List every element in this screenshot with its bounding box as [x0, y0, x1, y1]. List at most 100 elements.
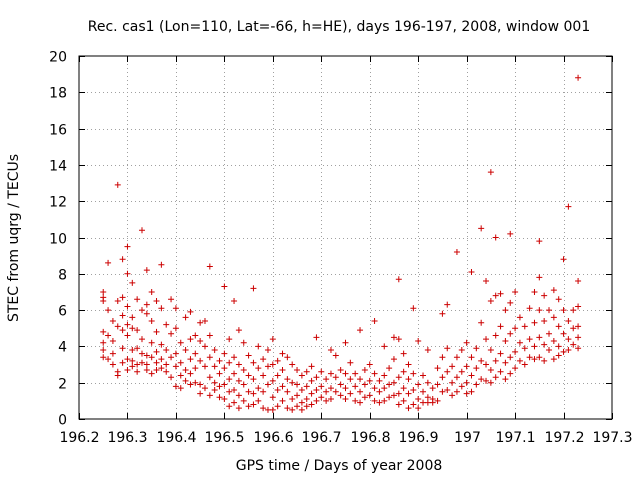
data-point: [172, 325, 179, 332]
data-point: [124, 332, 131, 339]
data-point: [376, 399, 383, 406]
data-point: [143, 352, 150, 359]
data-point: [487, 379, 494, 386]
data-point: [269, 394, 276, 401]
data-point: [168, 374, 175, 381]
data-point: [487, 366, 494, 373]
data-point: [114, 372, 121, 379]
data-point: [361, 381, 368, 388]
data-point: [274, 386, 281, 393]
data-point: [313, 386, 320, 393]
data-point: [308, 401, 315, 408]
data-point: [405, 405, 412, 412]
data-point: [245, 372, 252, 379]
data-point: [483, 278, 490, 285]
data-point: [100, 354, 107, 361]
data-point: [129, 314, 136, 321]
data-point: [395, 374, 402, 381]
data-point: [201, 363, 208, 370]
data-point: [303, 396, 310, 403]
data-point: [211, 363, 218, 370]
data-point: [536, 354, 543, 361]
y-tick-label: 6: [58, 304, 67, 320]
data-point: [105, 332, 112, 339]
data-point: [260, 388, 267, 395]
data-point: [565, 317, 572, 324]
data-point: [521, 345, 528, 352]
data-point: [507, 354, 514, 361]
data-point: [507, 330, 514, 337]
data-point: [255, 385, 262, 392]
data-point: [390, 379, 397, 386]
data-point: [240, 397, 247, 404]
data-point: [453, 249, 460, 256]
data-point: [231, 386, 238, 393]
data-point: [390, 334, 397, 341]
data-point: [158, 365, 165, 372]
data-point: [357, 399, 364, 406]
data-point: [124, 321, 131, 328]
data-point: [298, 372, 305, 379]
data-point: [105, 356, 112, 363]
data-point: [245, 403, 252, 410]
data-point: [415, 381, 422, 388]
data-point: [163, 361, 170, 368]
data-point: [158, 356, 165, 363]
data-point: [182, 347, 189, 354]
data-point: [497, 323, 504, 330]
data-point: [294, 381, 301, 388]
data-point: [177, 385, 184, 392]
data-point: [221, 396, 228, 403]
data-point: [521, 323, 528, 330]
data-point: [400, 350, 407, 357]
data-point: [516, 339, 523, 346]
data-point: [366, 361, 373, 368]
data-point: [119, 256, 126, 263]
data-point: [260, 356, 267, 363]
data-point: [453, 374, 460, 381]
data-point: [182, 366, 189, 373]
data-point: [206, 354, 213, 361]
data-point: [298, 399, 305, 406]
data-point: [541, 292, 548, 299]
data-point: [124, 303, 131, 310]
data-point: [405, 390, 412, 397]
y-axis-label: STEC from uqrg / TECUs: [6, 154, 22, 322]
data-point: [415, 396, 422, 403]
data-point: [565, 203, 572, 210]
data-point: [478, 357, 485, 364]
data-point: [177, 372, 184, 379]
data-point: [449, 363, 456, 370]
data-point: [318, 368, 325, 375]
data-point: [323, 397, 330, 404]
data-point: [201, 317, 208, 324]
data-point: [560, 256, 567, 263]
data-point: [405, 361, 412, 368]
data-point: [332, 352, 339, 359]
data-point: [463, 339, 470, 346]
data-point: [337, 366, 344, 373]
data-point: [526, 305, 533, 312]
data-point: [439, 388, 446, 395]
data-point: [497, 368, 504, 375]
data-point: [332, 388, 339, 395]
data-point: [158, 341, 165, 348]
data-point: [415, 337, 422, 344]
data-point: [231, 298, 238, 305]
data-point: [240, 381, 247, 388]
data-point: [187, 370, 194, 377]
data-point: [492, 292, 499, 299]
data-point: [546, 330, 553, 337]
x-tick-label: 196.4: [156, 430, 196, 446]
data-point: [226, 359, 233, 366]
data-point: [492, 332, 499, 339]
data-point: [245, 388, 252, 395]
data-point: [231, 370, 238, 377]
data-point: [463, 363, 470, 370]
data-point: [109, 350, 116, 357]
data-point: [226, 336, 233, 343]
data-point: [294, 366, 301, 373]
data-point: [264, 381, 271, 388]
data-point: [231, 399, 238, 406]
data-point: [109, 317, 116, 324]
